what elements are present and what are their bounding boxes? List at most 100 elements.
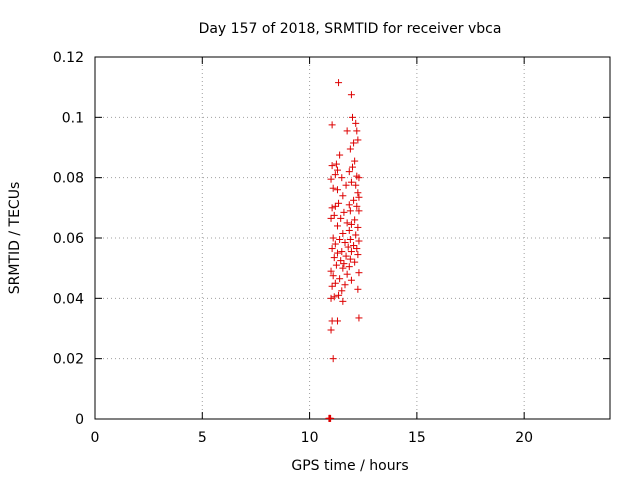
- y-tick-label: 0: [75, 412, 84, 428]
- data-point: [355, 193, 363, 201]
- data-point: [346, 207, 354, 215]
- data-point: [342, 252, 350, 260]
- data-point: [355, 207, 363, 215]
- data-point: [329, 234, 337, 242]
- data-point: [333, 186, 341, 194]
- data-point: [338, 287, 346, 295]
- data-point: [354, 136, 362, 144]
- data-point: [353, 202, 361, 210]
- y-tick-label: 0.04: [53, 291, 84, 307]
- data-point: [354, 223, 362, 231]
- data-point: [350, 196, 358, 204]
- plot-frame: [94, 56, 611, 420]
- x-tick-label: 15: [408, 430, 426, 446]
- data-point: [355, 269, 363, 277]
- data-point: [339, 264, 347, 272]
- data-point: [325, 414, 333, 422]
- data-point: [337, 214, 345, 222]
- data-point: [349, 163, 356, 171]
- grid: [95, 57, 610, 419]
- data-point: [341, 239, 349, 247]
- data-point: [345, 263, 353, 271]
- data-point: [331, 202, 339, 210]
- x-tick-label: 20: [515, 430, 533, 446]
- data-point: [336, 275, 344, 283]
- data-point: [347, 276, 355, 284]
- chart-title: Day 157 of 2018, SRMTID for receiver vbc…: [199, 21, 502, 37]
- x-tick-label: 10: [301, 430, 319, 446]
- data-point: [339, 229, 347, 237]
- data-point: [327, 214, 335, 222]
- data-point: [351, 258, 359, 266]
- data-point: [354, 251, 362, 259]
- data-point: [353, 245, 361, 253]
- data-point: [347, 178, 355, 186]
- x-axis-label: GPS time / hours: [291, 458, 408, 474]
- data-point: [335, 291, 343, 299]
- data-point: [333, 249, 341, 257]
- data-point: [328, 282, 336, 290]
- data-point: [339, 297, 347, 305]
- data-point: [350, 139, 358, 147]
- x-tick-label: 5: [198, 430, 207, 446]
- data-point: [351, 157, 359, 165]
- data-point: [355, 314, 363, 322]
- data-point: [328, 245, 336, 253]
- data-point: [333, 166, 341, 174]
- data-point: [345, 168, 353, 176]
- data-point: [340, 208, 348, 216]
- x-tick-label: 0: [91, 430, 100, 446]
- data-point: [355, 174, 363, 182]
- data-point: [333, 222, 341, 230]
- data-point: [340, 260, 348, 268]
- data-point: [346, 145, 354, 153]
- data-point: [332, 261, 340, 269]
- data-point: [337, 257, 345, 265]
- data-point: [346, 236, 354, 244]
- data-point: [335, 199, 343, 207]
- data-point: [332, 160, 340, 168]
- data-point: [331, 279, 339, 287]
- data-point: [330, 293, 338, 301]
- data-point: [350, 242, 358, 250]
- data-point: [336, 236, 344, 244]
- data-point: [329, 272, 337, 280]
- data-point: [343, 270, 351, 278]
- data-point: [329, 184, 337, 192]
- data-point: [347, 220, 355, 228]
- data-point: [352, 119, 360, 127]
- data-point: [352, 181, 360, 189]
- y-tick-label: 0.12: [53, 50, 84, 66]
- data-point: [354, 189, 362, 197]
- data-point: [328, 162, 336, 170]
- data-point: [345, 201, 353, 209]
- data-point: [343, 219, 351, 227]
- data-point: [330, 254, 338, 262]
- data-point: [354, 285, 362, 293]
- y-tick-label: 0.02: [53, 352, 84, 368]
- y-tick-label: 0.1: [62, 110, 84, 126]
- data-point: [347, 91, 355, 99]
- data-point: [353, 127, 361, 135]
- data-point: [339, 192, 347, 200]
- data-points: [325, 79, 363, 422]
- data-point: [343, 127, 351, 135]
- data-point: [327, 175, 335, 183]
- y-axis-label: SRMTID / TECUs: [7, 182, 23, 295]
- data-point: [327, 326, 335, 334]
- data-point: [330, 211, 338, 219]
- axis-ticks: 0 0.02 0.04 0.06 0.08 0.1 0.12 0 5 10 15 20: [53, 50, 610, 446]
- data-point: [331, 240, 339, 248]
- data-point: [327, 294, 335, 302]
- data-point: [341, 281, 349, 289]
- data-point: [328, 121, 336, 129]
- y-tick-label: 0.06: [53, 231, 84, 247]
- data-point: [342, 181, 350, 189]
- data-point: [347, 248, 355, 256]
- data-point: [355, 237, 363, 245]
- data-point: [351, 216, 359, 224]
- data-point: [331, 171, 339, 179]
- data-point: [328, 204, 336, 212]
- data-point: [335, 79, 343, 87]
